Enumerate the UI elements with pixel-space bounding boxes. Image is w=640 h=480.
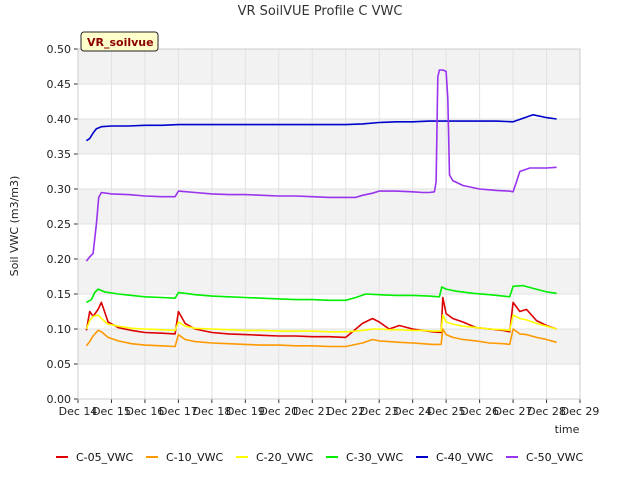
y-axis-label: Soil VWC (m3/m3) xyxy=(8,176,21,277)
plot-band xyxy=(78,154,580,189)
x-axis-label: time xyxy=(555,423,580,436)
y-tick-label: 0.15 xyxy=(47,288,72,301)
legend: C-05_VWC C-10_VWC C-20_VWC C-30_VWC C-40_VWC… xyxy=(56,451,584,464)
series-lines xyxy=(85,69,557,348)
y-tick-label: 0.05 xyxy=(47,358,72,371)
x-tick-label: Dec 23 xyxy=(360,405,399,418)
plot-band xyxy=(78,364,580,399)
legend-entry: C-50_VWC xyxy=(526,451,584,464)
plot-background xyxy=(78,49,580,399)
x-tick-label: Dec 26 xyxy=(460,405,499,418)
series-line-c-20-vwc xyxy=(85,314,557,333)
y-tick-label: 0.50 xyxy=(47,43,72,56)
x-tick-label: Dec 22 xyxy=(326,405,365,418)
legend-entry: C-40_VWC xyxy=(436,451,494,464)
chart-title: VR SoilVUE Profile C VWC xyxy=(238,4,403,19)
y-tick-label: 0.30 xyxy=(47,183,72,196)
plot-frame xyxy=(77,48,581,400)
x-tick-label: Dec 19 xyxy=(226,405,265,418)
x-tick-label: Dec 17 xyxy=(159,405,198,418)
x-tick-label: Dec 25 xyxy=(427,405,466,418)
legend-entry: C-05_VWC xyxy=(76,451,134,464)
series-line-c-10-vwc xyxy=(85,328,557,348)
series-line-c-40-vwc xyxy=(85,114,557,142)
plot-band xyxy=(78,224,580,259)
y-tick-label: 0.10 xyxy=(47,323,72,336)
legend-entry: C-10_VWC xyxy=(166,451,224,464)
x-tick-label: Dec 14 xyxy=(59,405,98,418)
y-tick-label: 0.20 xyxy=(47,253,72,266)
x-tick-label: Dec 24 xyxy=(393,405,432,418)
y-tick-label: 0.35 xyxy=(47,148,72,161)
y-tick-label: 0.40 xyxy=(47,113,72,126)
plot-band xyxy=(78,189,580,224)
plot-band xyxy=(78,259,580,294)
y-tick-label: 0.00 xyxy=(47,393,72,406)
series-line-c-50-vwc xyxy=(85,69,557,262)
x-tick-label: Dec 18 xyxy=(192,405,231,418)
station-badge: VR_soilvue xyxy=(80,31,159,52)
plot-band xyxy=(78,294,580,329)
plot-band xyxy=(78,49,580,84)
plot-band xyxy=(78,84,580,119)
x-tick-label: Dec 20 xyxy=(259,405,298,418)
legend-entry: C-20_VWC xyxy=(256,451,314,464)
x-tick-label: Dec 21 xyxy=(293,405,332,418)
station-badge-label: VR_soilvue xyxy=(87,36,154,49)
series-line-c-30-vwc xyxy=(86,284,557,304)
x-tick-label: Dec 16 xyxy=(126,405,165,418)
y-tick-label: 0.45 xyxy=(47,78,72,91)
x-tick-label: Dec 29 xyxy=(561,405,600,418)
x-tick-label: Dec 27 xyxy=(494,405,533,418)
x-tick-label: Dec 15 xyxy=(92,405,131,418)
legend-entry: C-30_VWC xyxy=(346,451,404,464)
y-tick-label: 0.25 xyxy=(47,218,72,231)
x-tick-label: Dec 28 xyxy=(527,405,566,418)
y-axis-ticks: 0.00 0.05 0.10 0.15 0.20 0.25 0.30 0.35 0.40 0.45… xyxy=(47,43,78,406)
